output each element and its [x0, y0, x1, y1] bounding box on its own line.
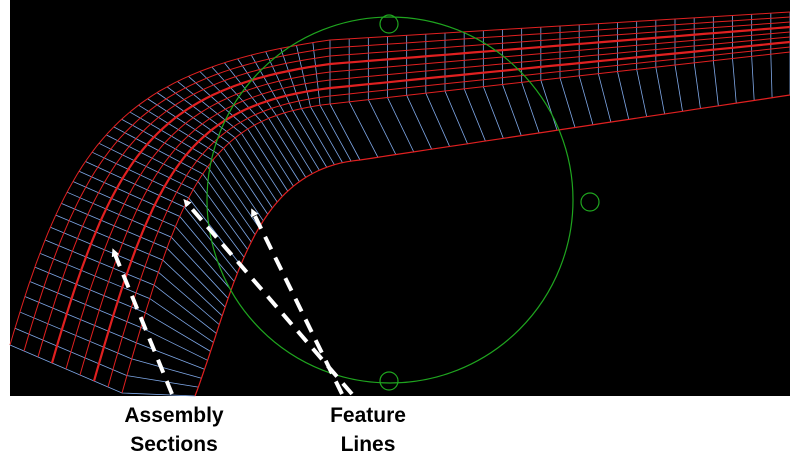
label-line: Assembly	[124, 404, 224, 427]
label-line: Feature	[330, 404, 406, 427]
label-line: Sections	[130, 433, 218, 456]
figure: Assembly Sections Feature Lines	[0, 0, 790, 462]
label-line: Lines	[341, 433, 396, 456]
